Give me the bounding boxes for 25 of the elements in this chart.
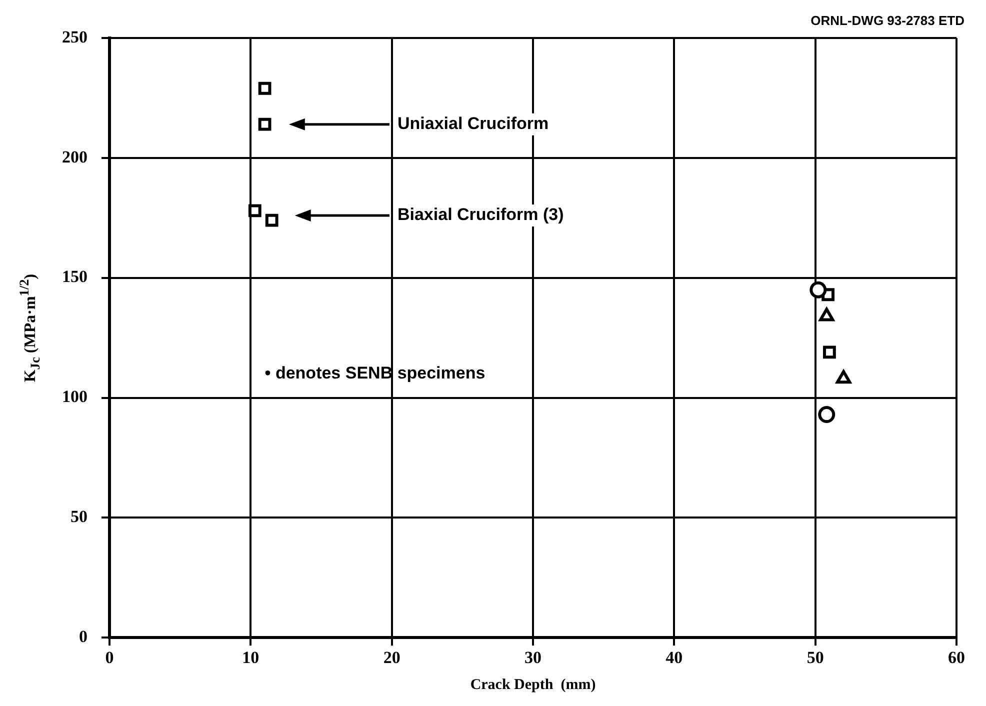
annotation: Uniaxial Cruciform	[397, 114, 549, 134]
point	[823, 346, 836, 359]
x-tick-label: 40	[666, 648, 683, 668]
y-tick-label: 50	[70, 507, 88, 526]
y-tick-label: 200	[62, 147, 88, 166]
x-tick-label: 10	[242, 648, 260, 668]
point	[265, 214, 278, 227]
x-tick-label: 30	[524, 648, 542, 668]
y-tick-label: 250	[62, 27, 88, 46]
y-tick-label: 100	[62, 387, 88, 406]
point	[810, 281, 827, 298]
annotation: • denotes SENB specimens	[264, 363, 486, 382]
point	[258, 82, 272, 95]
point	[248, 204, 262, 218]
point	[258, 118, 272, 131]
text: ORNL-DWG 93-2783 ETD	[810, 13, 964, 28]
x-tick-label: 50	[806, 648, 824, 668]
point	[818, 406, 836, 424]
x-axis-title: Crack Depth (mm)	[470, 676, 596, 693]
x-tick-label: 60	[948, 648, 965, 668]
y-tick-label: 150	[62, 267, 88, 286]
y-tick-label: 0	[79, 626, 88, 646]
annotation: Biaxial Cruciform (3)	[397, 205, 564, 224]
x-tick-label: 20	[383, 648, 400, 668]
x-tick-label: 0	[105, 648, 114, 668]
